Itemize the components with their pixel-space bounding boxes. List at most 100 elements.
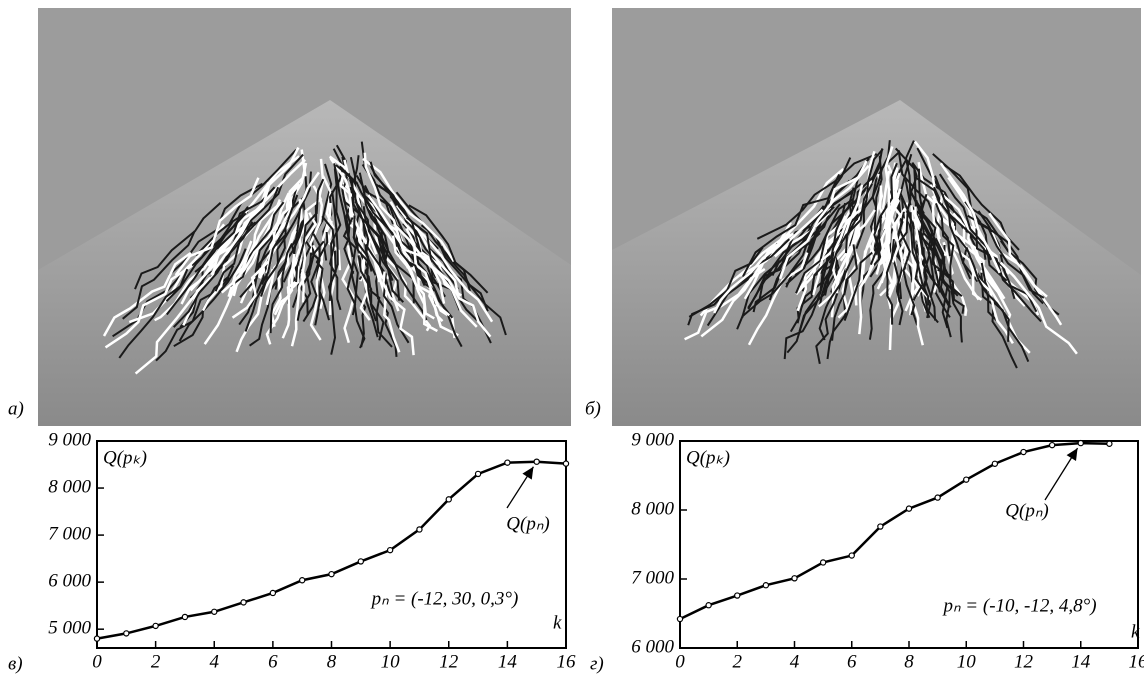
edge-stroke <box>378 237 428 321</box>
point <box>445 496 452 503</box>
edge-stroke <box>980 272 1018 369</box>
edge-stroke <box>939 162 1001 274</box>
edge-stroke <box>232 201 282 297</box>
x-tick-label: 12 <box>439 651 459 672</box>
x-tick-label: 12 <box>1014 651 1034 672</box>
panel-label: б) <box>585 398 601 419</box>
edge-stroke <box>855 148 884 250</box>
x-tick-label: 6 <box>847 651 857 672</box>
point <box>474 470 482 478</box>
x-tick-label: 4 <box>790 651 800 672</box>
image-panel <box>612 8 1141 426</box>
edge-stroke <box>235 268 274 353</box>
plot-frame <box>679 440 1139 649</box>
edge-stroke <box>916 147 980 259</box>
point <box>877 523 884 530</box>
edge-stroke <box>811 208 862 296</box>
edge-stroke <box>220 204 293 294</box>
point <box>504 459 511 466</box>
edge-stroke <box>885 238 895 325</box>
edge-stroke <box>104 264 193 349</box>
panel-label: г) <box>590 653 604 674</box>
x-tick-label: 6 <box>268 651 278 672</box>
edge-stroke <box>843 219 882 321</box>
point <box>152 622 159 630</box>
y-tick-label: 6 000 <box>48 570 91 591</box>
point <box>211 608 218 615</box>
point <box>705 602 712 609</box>
edge-stroke <box>266 171 320 265</box>
edge-stroke <box>853 206 890 306</box>
x-tick-label: 10 <box>957 651 977 672</box>
point <box>734 592 741 599</box>
edge-stroke <box>824 183 873 296</box>
edge-stroke <box>988 212 1048 298</box>
arrow-head <box>522 466 534 480</box>
x-tick-label: 10 <box>381 651 401 672</box>
point <box>991 460 999 467</box>
edge-stroke <box>713 232 791 314</box>
edge-stroke <box>174 177 260 276</box>
point <box>416 526 423 533</box>
point <box>562 460 570 467</box>
edge-stroke <box>880 179 900 284</box>
arrow-head <box>1066 448 1078 462</box>
point <box>1020 448 1027 456</box>
y-tick-label: 9 000 <box>631 429 674 450</box>
panel-label: а) <box>8 398 24 419</box>
edge-stroke <box>365 201 401 301</box>
point <box>357 558 365 565</box>
point <box>905 505 913 512</box>
point <box>762 582 770 589</box>
edge-stroke <box>392 223 478 328</box>
y-axis-label: Q(pₖ) <box>686 447 730 468</box>
edge-stroke <box>369 161 422 253</box>
edge-stroke <box>322 161 346 261</box>
edge-stroke <box>260 194 299 285</box>
edge-stroke <box>134 276 212 375</box>
edge-stroke <box>295 178 325 283</box>
point <box>1048 441 1056 449</box>
point <box>934 494 941 501</box>
edge-stroke <box>357 261 393 348</box>
edge-stroke <box>416 261 463 348</box>
edge-stroke <box>229 201 285 288</box>
x-tick-label: 0 <box>92 651 102 672</box>
edge-stroke <box>810 199 855 295</box>
line <box>679 441 1110 621</box>
y-tick-label: 9 000 <box>48 429 91 450</box>
edge-stroke <box>937 192 980 301</box>
x-tick-label: 2 <box>733 651 743 672</box>
x-tick-label: 14 <box>498 651 518 672</box>
point <box>1077 439 1084 447</box>
edge-stroke <box>786 261 838 354</box>
edge-stroke <box>818 165 880 267</box>
edge-stroke <box>845 150 901 254</box>
annotation: Q(pₙ) <box>506 513 549 534</box>
y-axis-label: Q(pₖ) <box>103 447 147 468</box>
edge-stroke <box>747 225 811 309</box>
edge-stroke <box>290 268 306 347</box>
edge-stroke <box>687 246 764 326</box>
y-tick-label: 7 000 <box>631 567 674 588</box>
point <box>298 577 306 584</box>
edge-stroke <box>934 203 963 298</box>
y-tick-label: 5 000 <box>48 618 91 639</box>
x-tick-label: 8 <box>904 651 914 672</box>
edge-stroke <box>367 194 446 304</box>
y-tick-label: 8 000 <box>631 498 674 519</box>
edge-stroke <box>244 236 286 332</box>
parameters: pₙ = (-10, -12, 4,8°) <box>941 595 1096 616</box>
edge-stroke <box>869 162 898 265</box>
edge-stroke <box>884 146 900 263</box>
x-axis-label: k <box>1131 621 1140 642</box>
point <box>93 635 101 642</box>
edge-stroke <box>342 217 357 316</box>
edge-stroke <box>841 220 861 313</box>
edge-stroke <box>742 173 841 278</box>
point <box>676 615 684 623</box>
edge-stroke <box>362 157 455 263</box>
x-axis-label: k <box>553 612 562 633</box>
edge-stroke <box>214 186 280 292</box>
